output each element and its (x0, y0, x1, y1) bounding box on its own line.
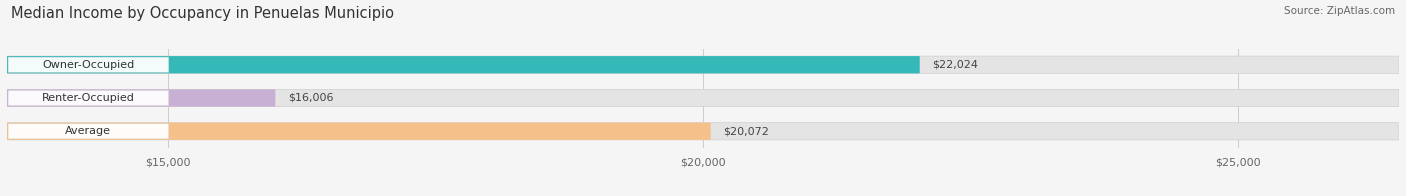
FancyBboxPatch shape (7, 56, 1399, 73)
Text: Owner-Occupied: Owner-Occupied (42, 60, 135, 70)
Text: $16,006: $16,006 (288, 93, 333, 103)
Text: Source: ZipAtlas.com: Source: ZipAtlas.com (1284, 6, 1395, 16)
Text: $22,024: $22,024 (932, 60, 979, 70)
FancyBboxPatch shape (8, 57, 169, 72)
FancyBboxPatch shape (8, 124, 169, 139)
Text: Renter-Occupied: Renter-Occupied (42, 93, 135, 103)
FancyBboxPatch shape (7, 123, 1399, 140)
FancyBboxPatch shape (7, 56, 920, 73)
FancyBboxPatch shape (7, 89, 1399, 107)
FancyBboxPatch shape (7, 89, 276, 107)
FancyBboxPatch shape (8, 90, 169, 106)
Text: Average: Average (66, 126, 111, 136)
FancyBboxPatch shape (7, 123, 710, 140)
Text: Median Income by Occupancy in Penuelas Municipio: Median Income by Occupancy in Penuelas M… (11, 6, 394, 21)
Text: $20,072: $20,072 (724, 126, 769, 136)
